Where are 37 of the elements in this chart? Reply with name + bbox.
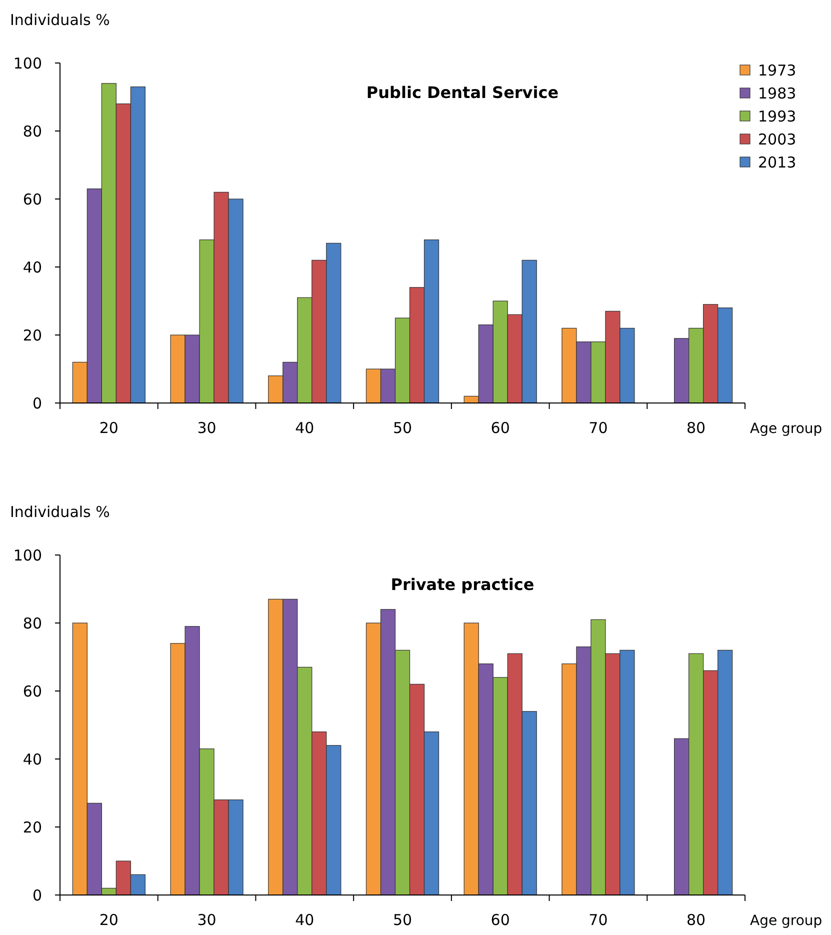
y-tick-label: 100	[13, 546, 42, 564]
y-tick-label: 0	[32, 886, 42, 904]
x-tick-label: 20	[99, 419, 118, 437]
x-tick-label: 80	[686, 911, 706, 929]
x-tick-label: 30	[197, 911, 216, 929]
x-tick-label: 80	[686, 419, 706, 437]
x-axis-title: Age group	[750, 421, 822, 437]
text: Private practice	[390, 575, 534, 594]
legend-label: 2003	[758, 130, 796, 148]
y-axis-title: Individuals %	[10, 503, 110, 521]
legend-label: 2013	[758, 153, 796, 172]
y-tick-label: 80	[22, 122, 42, 140]
y-tick-label: 20	[22, 818, 42, 836]
y-tick-label: 100	[13, 54, 42, 72]
x-tick-label: 30	[197, 419, 216, 437]
text: Public Dental Service	[366, 83, 559, 102]
x-tick-label: 60	[490, 419, 510, 437]
y-tick-label: 0	[32, 394, 42, 412]
x-axis-title: Age group	[750, 913, 822, 929]
x-tick-label: 60	[490, 911, 510, 929]
y-tick-label: 80	[22, 614, 42, 632]
x-tick-label: 40	[295, 419, 314, 437]
y-axis-title: Individuals %	[10, 11, 110, 29]
legend-label: 1993	[758, 107, 796, 126]
y-tick-label: 20	[22, 326, 42, 344]
y-tick-label: 60	[22, 682, 42, 700]
y-tick-label: 60	[22, 190, 42, 208]
y-tick-label: 40	[22, 750, 42, 768]
y-tick-label: 40	[22, 258, 42, 276]
x-tick-label: 70	[588, 419, 608, 437]
x-tick-label: 70	[588, 911, 608, 929]
x-tick-label: 50	[392, 911, 412, 929]
x-tick-label: 50	[392, 419, 412, 437]
x-tick-label: 20	[99, 911, 118, 929]
x-tick-label: 40	[295, 911, 314, 929]
legend-label: 1973	[758, 61, 796, 80]
legend-label: 1983	[758, 84, 796, 102]
